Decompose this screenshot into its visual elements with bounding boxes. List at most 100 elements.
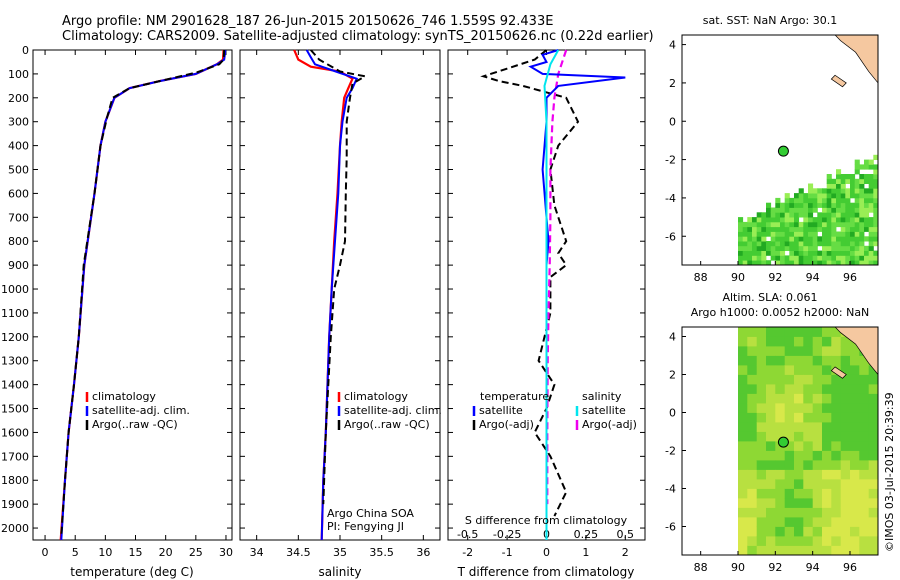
sst-cell xyxy=(794,245,800,251)
diff-x-tick-label: -1 xyxy=(502,546,513,559)
sla-cell xyxy=(775,507,785,518)
sst-cell xyxy=(775,226,781,232)
sla-cell xyxy=(794,336,804,347)
sla-cell xyxy=(840,517,851,527)
difference-s-label: S difference from climatology xyxy=(465,514,628,527)
sla-cell xyxy=(822,374,832,385)
sst-cell xyxy=(826,245,832,251)
sla-cell xyxy=(766,393,776,404)
institution-note: Argo China SOA xyxy=(327,507,414,520)
sst-cell xyxy=(770,217,776,223)
sla-cell xyxy=(794,507,804,518)
sla-cell xyxy=(803,479,813,489)
sst-cell xyxy=(850,260,856,266)
sla-cell xyxy=(766,327,776,337)
sst-cell xyxy=(836,178,842,184)
sst-cell xyxy=(864,188,870,194)
sla-cell xyxy=(747,488,757,499)
sst-cell xyxy=(812,202,818,208)
sla-y-tick-label: 2 xyxy=(669,369,676,382)
sst-y-tick-label: 0 xyxy=(669,115,676,128)
sst-cell xyxy=(840,193,846,199)
sla-cell xyxy=(812,469,823,480)
sst-cell xyxy=(859,217,865,223)
sst-cell xyxy=(817,260,823,266)
sla-cell xyxy=(766,355,776,366)
sla-cell xyxy=(756,488,767,499)
sla-cell xyxy=(812,422,823,432)
sla-cell xyxy=(738,346,748,356)
sla-cell xyxy=(812,374,823,385)
sst-cell xyxy=(812,217,818,223)
sst-cell xyxy=(850,183,856,189)
sla-cell xyxy=(738,526,748,537)
sla-cell xyxy=(812,545,823,556)
sst-cell xyxy=(742,260,748,266)
sla-cell xyxy=(868,374,879,385)
sla-cell xyxy=(822,336,832,347)
sla-cell xyxy=(859,507,869,518)
sst-cell xyxy=(812,193,818,199)
sst-cell xyxy=(738,221,744,228)
sla-cell xyxy=(747,365,757,375)
sst-cell xyxy=(864,207,870,213)
y-tick-label: 1500 xyxy=(1,403,29,416)
sla-cell xyxy=(859,441,869,451)
sst-cell xyxy=(850,178,856,184)
sst-cell xyxy=(742,236,748,242)
sla-cell xyxy=(738,327,748,337)
sst-cell xyxy=(864,221,870,228)
sla-cell xyxy=(822,479,832,489)
sla-cell xyxy=(803,517,813,527)
sst-x-tick-label: 92 xyxy=(768,271,782,284)
sst-cell xyxy=(789,245,795,251)
sla-cell xyxy=(868,479,879,489)
sst-cell xyxy=(836,217,842,223)
sst-cell xyxy=(850,174,856,180)
sla-cell xyxy=(850,460,860,470)
sla-cell xyxy=(756,374,767,385)
sla-cell xyxy=(756,336,767,347)
sst-cell xyxy=(808,188,814,194)
sst-cell xyxy=(873,154,879,160)
sst-cell xyxy=(831,197,837,204)
sla-cell xyxy=(803,488,813,499)
sla-cell xyxy=(784,384,795,394)
sst-cell xyxy=(780,202,786,208)
sla-cell xyxy=(812,403,823,413)
sst-cell xyxy=(808,260,814,266)
sst-cell xyxy=(803,193,809,199)
sst-cell xyxy=(738,217,744,223)
sla-cell xyxy=(868,526,879,537)
sst-cell xyxy=(803,221,809,228)
sla-cell xyxy=(803,403,813,413)
sla-cell xyxy=(775,469,785,480)
sla-cell xyxy=(840,412,851,423)
sst-cell xyxy=(854,255,860,261)
sst-cell xyxy=(770,221,776,228)
sla-cell xyxy=(747,327,757,337)
sst-cell xyxy=(826,174,832,180)
sla-cell xyxy=(859,536,869,546)
sst-cell xyxy=(873,202,879,208)
diff-s-tick-label: -0.25 xyxy=(493,528,521,541)
sla-cell xyxy=(766,336,776,347)
sla-cell xyxy=(822,545,832,556)
sst-cell xyxy=(784,245,790,251)
sst-cell xyxy=(812,188,818,194)
sla-cell xyxy=(756,422,767,432)
sla-cell xyxy=(812,336,823,347)
sst-cell xyxy=(836,250,842,256)
sla-cell xyxy=(775,545,785,556)
sst-cell xyxy=(784,212,790,218)
sst-cell xyxy=(817,193,823,199)
sla-x-tick-label: 92 xyxy=(768,561,782,574)
sla-cell xyxy=(831,355,841,366)
sla-y-tick-label: -4 xyxy=(665,483,676,496)
sla-cell xyxy=(812,327,823,337)
sla-cell xyxy=(747,469,757,480)
sst-cell xyxy=(822,255,828,261)
sla-cell xyxy=(803,536,813,546)
sst-cell xyxy=(845,255,851,261)
sst-cell xyxy=(822,241,828,247)
